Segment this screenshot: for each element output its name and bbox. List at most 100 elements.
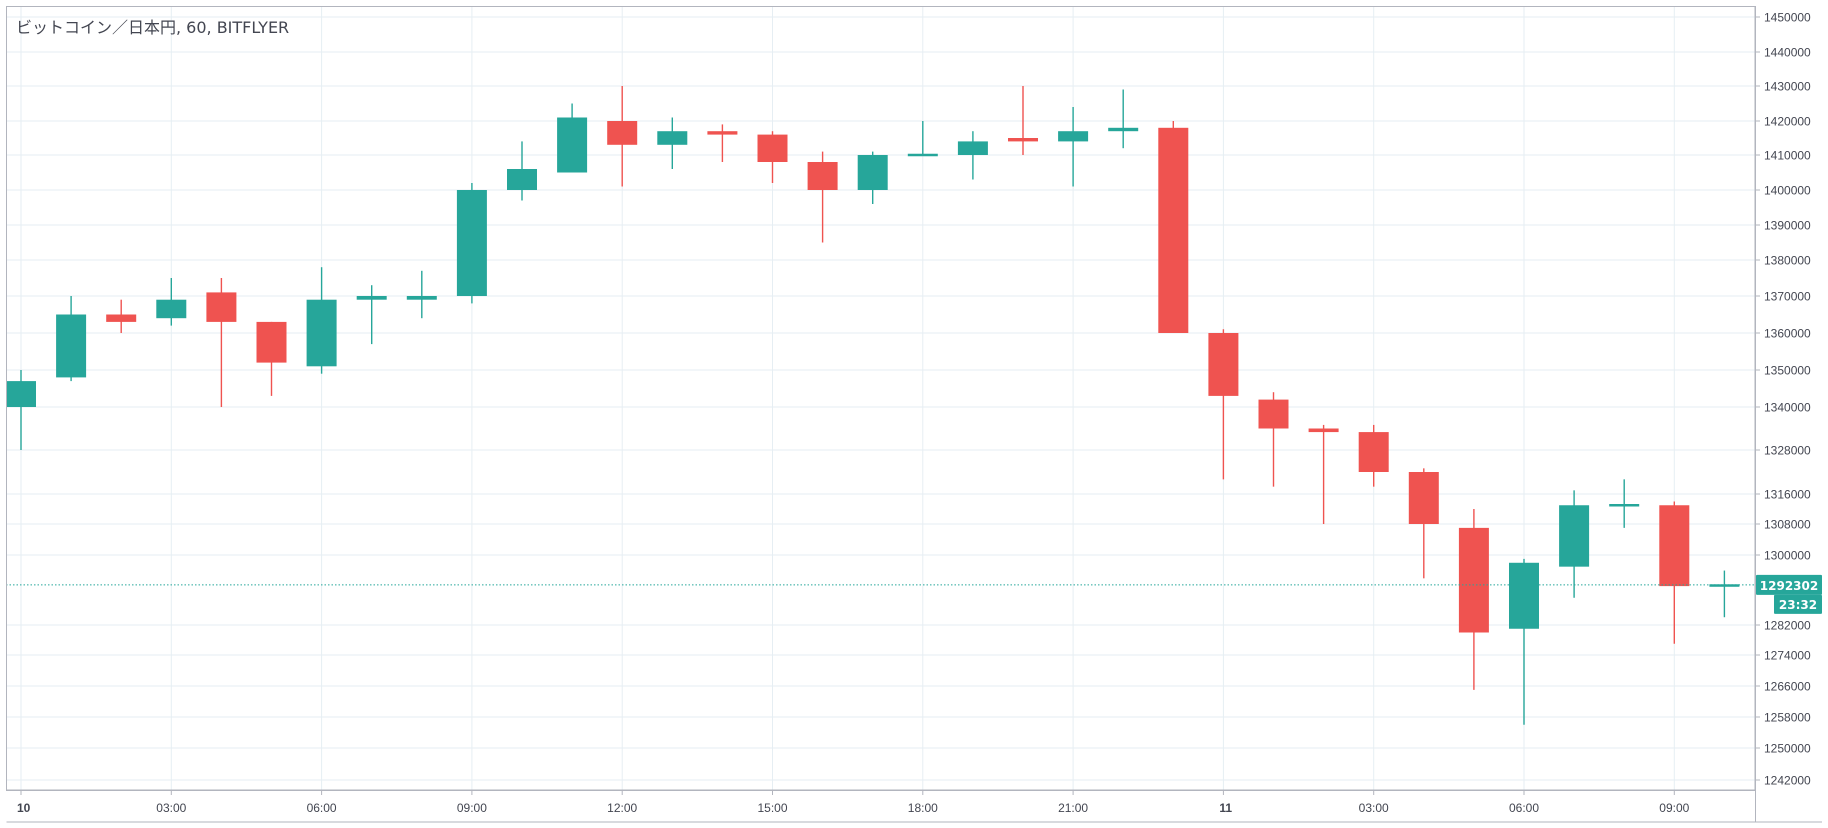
price-tick-label: 1250000 <box>1764 742 1811 756</box>
candle[interactable] <box>1559 490 1590 598</box>
candle-body <box>1008 138 1038 142</box>
price-tick-label: 1308000 <box>1764 518 1811 532</box>
candle-body <box>456 190 487 296</box>
candle[interactable] <box>557 103 588 173</box>
candle-body <box>1358 432 1389 472</box>
time-tick-label: 18:00 <box>908 801 938 815</box>
price-tick-label: 1300000 <box>1764 549 1811 563</box>
candle-body <box>206 292 237 322</box>
candle-body <box>807 162 838 190</box>
price-tick-label: 1370000 <box>1764 290 1811 304</box>
last-price-label: 1292302 <box>1760 579 1818 593</box>
candle[interactable] <box>1058 107 1089 187</box>
candle-body <box>1208 333 1239 396</box>
time-tick-label: 09:00 <box>1659 801 1689 815</box>
candle[interactable] <box>1609 479 1640 528</box>
candle-body <box>657 131 688 145</box>
price-axis-background <box>1755 6 1822 790</box>
candle-body <box>1709 584 1740 587</box>
candle[interactable] <box>206 278 237 407</box>
candle[interactable] <box>56 296 87 382</box>
candle-body <box>306 299 337 367</box>
candle[interactable] <box>356 285 387 345</box>
candle[interactable] <box>1008 86 1038 155</box>
price-tick-label: 1440000 <box>1764 46 1811 60</box>
grid-lines <box>6 6 1755 790</box>
candle[interactable] <box>256 321 287 396</box>
candle-body <box>957 141 988 155</box>
candle[interactable] <box>1358 424 1389 487</box>
time-axis[interactable]: 10 03:00 06:00 09:00 12:00 15:00 18:00 21:00 11 0… <box>6 790 1755 815</box>
time-tick-label: 15:00 <box>757 801 787 815</box>
candle-body <box>156 299 187 319</box>
price-tick-label: 1258000 <box>1764 711 1811 725</box>
candle[interactable] <box>957 131 988 180</box>
candle-body <box>1308 428 1339 433</box>
candle-body <box>1408 472 1439 524</box>
candle-body <box>1058 131 1089 142</box>
last-price-badge: 1292302 23:32 <box>1756 574 1822 614</box>
candle[interactable] <box>156 278 187 326</box>
price-tick-label: 1266000 <box>1764 680 1811 694</box>
candle-body <box>1609 504 1640 507</box>
candle[interactable] <box>1509 558 1539 725</box>
price-tick-label: 1316000 <box>1764 488 1811 502</box>
candle-body <box>707 131 738 135</box>
candles[interactable] <box>6 86 1740 725</box>
candle[interactable] <box>757 131 788 183</box>
candle-body <box>1559 505 1590 567</box>
candle-body <box>1509 562 1539 629</box>
candle-body <box>907 153 938 157</box>
candle-body <box>1258 399 1289 429</box>
candle[interactable] <box>106 299 137 333</box>
price-tick-label: 1420000 <box>1764 115 1811 129</box>
candle-body <box>6 381 36 407</box>
last-price-badge-bg <box>1756 574 1822 595</box>
candle[interactable] <box>857 151 888 204</box>
candle[interactable] <box>306 267 337 374</box>
candle[interactable] <box>1108 89 1139 149</box>
price-tick-label: 1430000 <box>1764 80 1811 94</box>
candle[interactable] <box>6 370 36 450</box>
candle[interactable] <box>1258 392 1289 487</box>
candle-body <box>1108 127 1139 132</box>
candle[interactable] <box>907 121 938 157</box>
time-tick-label: 09:00 <box>457 801 487 815</box>
candle[interactable] <box>1458 509 1489 690</box>
candle-body <box>1659 505 1690 587</box>
price-tick-label: 1340000 <box>1764 401 1811 415</box>
candle[interactable] <box>1308 424 1339 524</box>
price-tick-label: 1400000 <box>1764 184 1811 198</box>
candle[interactable] <box>507 141 537 201</box>
price-tick-label: 1328000 <box>1764 444 1811 458</box>
candle[interactable] <box>657 117 688 170</box>
price-tick-label: 1274000 <box>1764 649 1811 663</box>
candle[interactable] <box>1408 468 1439 579</box>
price-tick-label: 1380000 <box>1764 254 1811 268</box>
time-tick-label: 12:00 <box>607 801 637 815</box>
candle[interactable] <box>807 151 838 243</box>
candle-body <box>857 155 888 190</box>
candle[interactable] <box>707 124 738 162</box>
price-tick-label: 1410000 <box>1764 149 1811 163</box>
candle-body <box>256 321 287 363</box>
candle[interactable] <box>1709 570 1740 618</box>
candle[interactable] <box>1659 501 1690 644</box>
candle[interactable] <box>607 86 638 187</box>
chart-title: ビットコイン／日本円, 60, BITFLYER <box>16 18 290 37</box>
candle-body <box>106 314 137 322</box>
candle[interactable] <box>406 270 437 319</box>
candle[interactable] <box>1208 329 1239 480</box>
candle[interactable] <box>456 183 487 304</box>
candle-body <box>757 134 788 162</box>
countdown-badge-bg <box>1774 594 1822 614</box>
candle-body <box>56 314 87 378</box>
price-axis[interactable]: 1450000 1440000 1430000 1420000 1410000 14000… <box>1755 6 1822 822</box>
price-tick-label: 1282000 <box>1764 619 1811 633</box>
price-tick-label: 1350000 <box>1764 364 1811 378</box>
price-tick-label: 1242000 <box>1764 774 1811 788</box>
candle[interactable] <box>1158 121 1189 333</box>
